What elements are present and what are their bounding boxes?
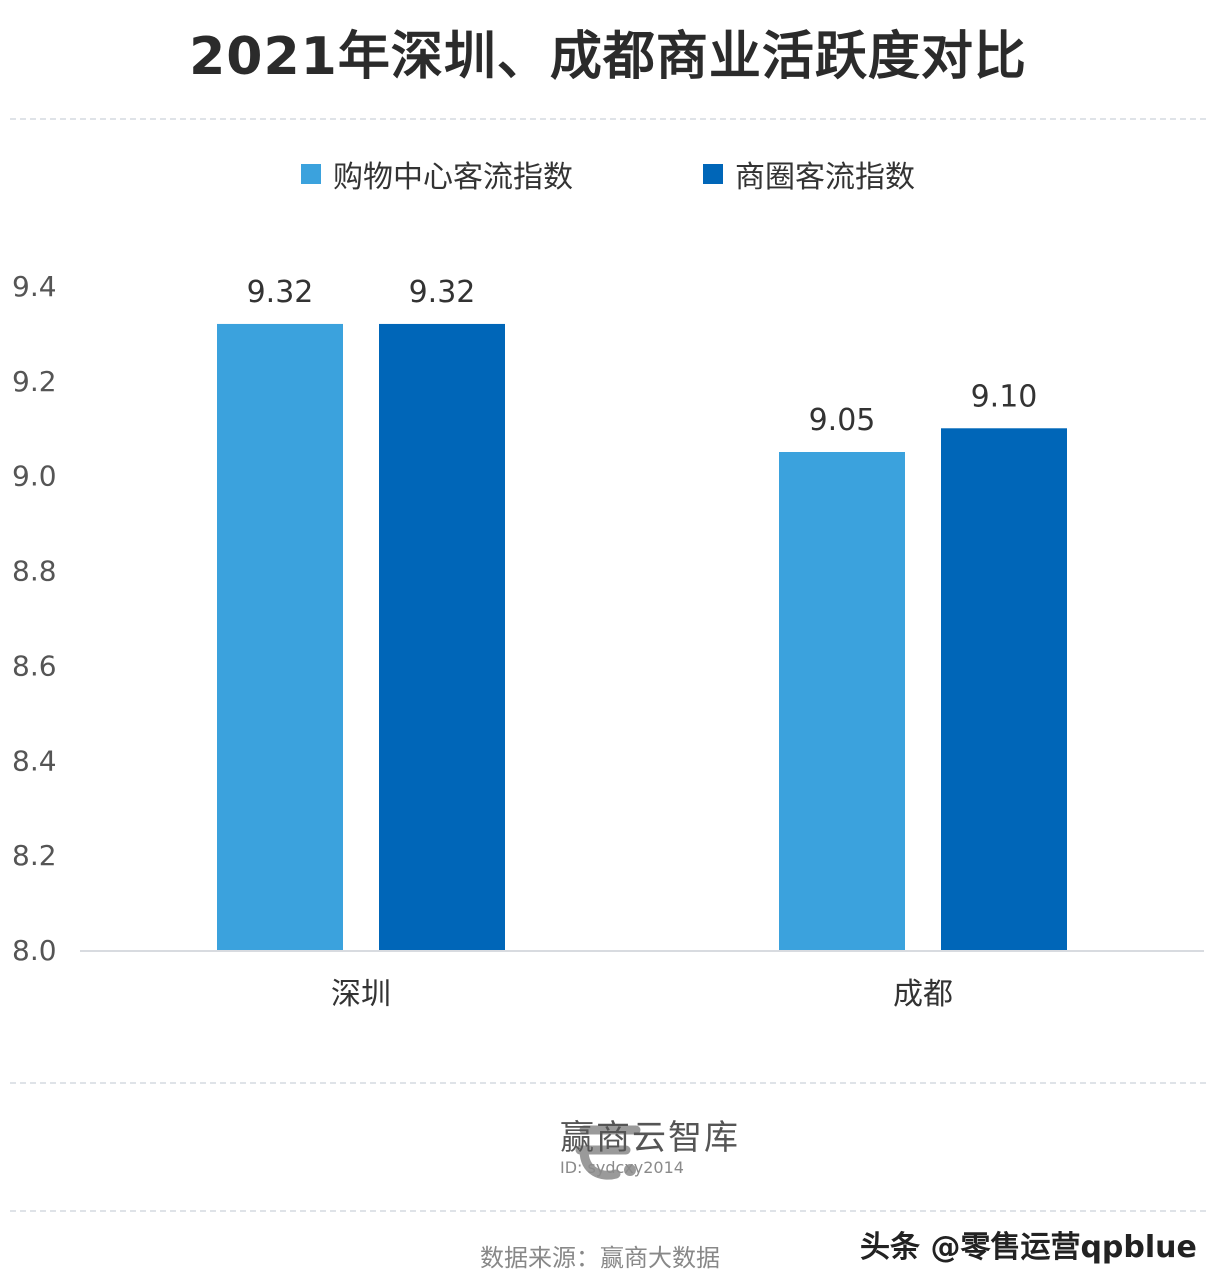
legend-item-district: 商圈客流指数: [703, 152, 915, 196]
bar: [941, 428, 1067, 950]
data-label: 9.05: [809, 403, 876, 438]
data-label: 9.32: [247, 275, 314, 310]
legend-label-mall: 购物中心客流指数: [333, 160, 573, 195]
y-tick-label: 8.2: [12, 839, 57, 872]
bar: [217, 323, 343, 950]
brand-id: ID: sydcxy2014: [560, 1158, 684, 1177]
divider-bottom: [10, 1210, 1206, 1212]
legend: 购物中心客流指数 商圈客流指数: [0, 152, 1216, 196]
y-tick-label: 8.4: [12, 744, 57, 777]
legend-swatch-mall: [301, 164, 321, 184]
brand-name: 赢商云智库: [560, 1118, 740, 1158]
data-source: 数据来源：赢商大数据: [480, 1244, 720, 1272]
divider-middle: [10, 1082, 1206, 1084]
y-tick-label: 9.4: [12, 270, 57, 303]
y-tick-label: 9.0: [12, 460, 57, 493]
legend-swatch-district: [703, 164, 723, 184]
y-tick-label: 8.0: [12, 934, 57, 967]
y-tick-label: 8.6: [12, 649, 57, 682]
y-tick-label: 9.2: [12, 365, 57, 398]
legend-label-district: 商圈客流指数: [735, 160, 915, 195]
y-tick-label: 8.8: [12, 555, 57, 588]
e-logo-icon: [575, 1125, 641, 1180]
data-label: 9.32: [409, 275, 476, 310]
x-tick-label: 深圳: [331, 977, 391, 1012]
data-label: 9.10: [971, 379, 1038, 414]
divider-top: [10, 118, 1206, 120]
bar: [379, 323, 505, 950]
watermark-text: 头条 @零售运营qpblue: [860, 1230, 1197, 1265]
bar: [779, 452, 905, 950]
x-tick-label: 成都: [893, 977, 953, 1012]
bar-chart: 8.0 8.2 8.4 8.6 8.8 9.0 9.2 9.4 9.32 9.32 深圳 9.05 9.…: [12, 270, 1204, 1012]
legend-item-mall: 购物中心客流指数: [301, 152, 573, 196]
chart-title: 2021年深圳、成都商业活跃度对比: [189, 27, 1027, 87]
